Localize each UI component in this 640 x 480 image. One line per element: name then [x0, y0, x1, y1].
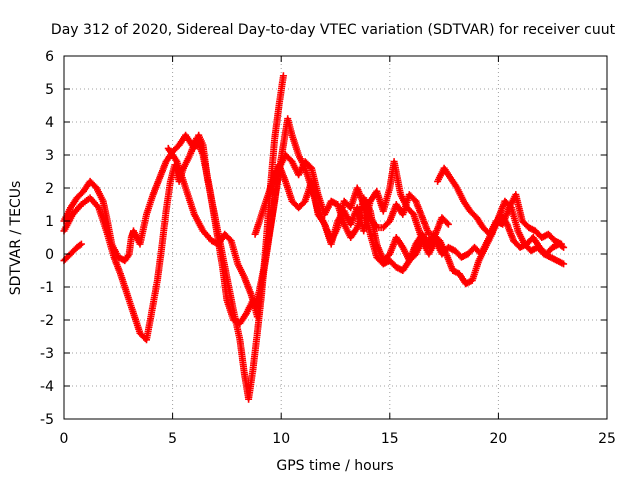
series-track-6: [434, 164, 565, 248]
plot-frame: [63, 55, 608, 420]
x-tick-label: 5: [168, 431, 177, 447]
y-tick-label: -4: [40, 379, 54, 395]
y-tick-label: 6: [45, 49, 54, 65]
data-points: [60, 72, 568, 403]
x-tick-label: 15: [381, 431, 399, 447]
x-tick-label: 0: [60, 431, 69, 447]
x-tick-label: 10: [272, 431, 290, 447]
axis-ticks: 0 5 10 15 20 25 -5 -4 -3 -2 -1 0 1 2 3 4 5 6: [40, 49, 616, 447]
chart-title: Day 312 of 2020, Sidereal Day-to-day VTE…: [51, 22, 616, 38]
y-tick-label: -1: [40, 280, 54, 296]
y-tick-label: 3: [45, 148, 54, 164]
y-tick-label: 5: [45, 82, 54, 98]
y-axis-label: SDTVAR / TECUs: [8, 181, 24, 296]
y-tick-label: -2: [40, 313, 54, 329]
marker-path: [434, 164, 565, 248]
y-tick-label: 2: [45, 181, 54, 197]
y-tick-label: -5: [40, 412, 54, 428]
y-tick-label: 1: [45, 214, 54, 230]
x-axis-label: GPS time / hours: [276, 458, 393, 474]
series-track-7: [360, 191, 452, 238]
y-tick-label: -3: [40, 346, 54, 362]
y-tick-label: 4: [45, 115, 54, 131]
marker-path: [360, 191, 452, 238]
x-tick-label: 20: [489, 431, 507, 447]
x-tick-label: 25: [598, 431, 616, 447]
y-tick-label: 0: [45, 247, 54, 263]
